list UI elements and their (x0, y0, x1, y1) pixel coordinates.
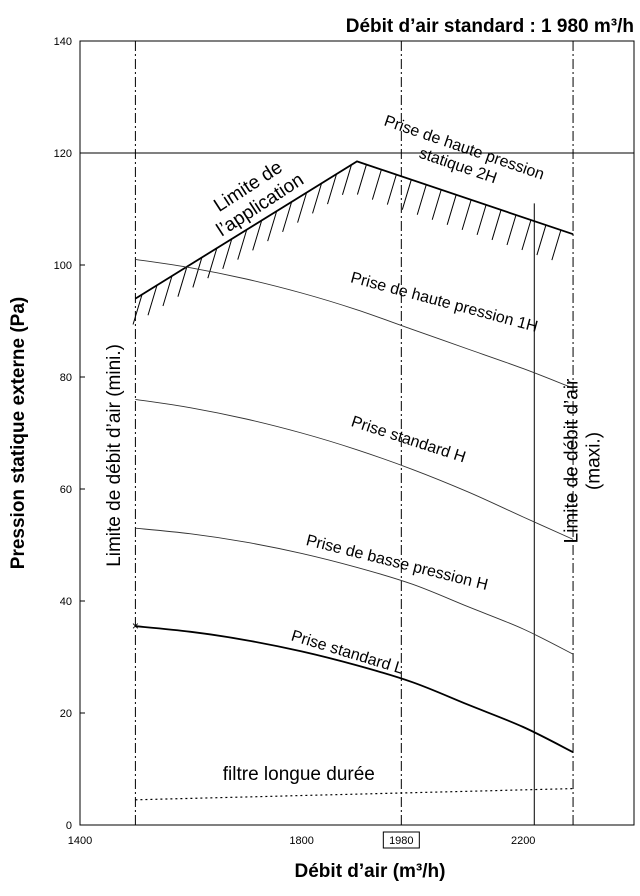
application-limit-hatch (177, 266, 188, 297)
application-limit-hatch (341, 164, 352, 195)
application-limit-hatch (431, 189, 442, 220)
series-label-1h-line: Prise de haute pression 1H (349, 269, 540, 335)
application-limit-hatch (237, 229, 248, 260)
application-limit-hatch (506, 214, 517, 246)
application-limit-hatch (371, 169, 382, 200)
application-limit-hatch (267, 210, 278, 242)
series-label-filtre: filtre longue durée (223, 764, 375, 785)
y-tick-label: 120 (54, 148, 72, 160)
x-tick-label: 1400 (68, 835, 92, 847)
series-line-4 (135, 625, 574, 754)
series-line-1 (135, 258, 574, 389)
series-line-3 (135, 527, 574, 655)
y-tick-label: 20 (60, 708, 72, 720)
series-line-0 (134, 160, 574, 300)
application-limit-hatch (147, 285, 158, 316)
series-label-standard-h-line: Prise standard H (349, 413, 468, 466)
y-axis-label: Pression statique externe (Pa) (8, 297, 29, 569)
y-tick-label: 60 (60, 484, 72, 496)
application-limit-hatch (416, 184, 427, 215)
y-tick-label: 100 (54, 260, 72, 272)
application-limit-label: Limite del’application (201, 151, 308, 241)
application-limit-hatch (327, 173, 337, 205)
y-tick-label: 80 (60, 372, 72, 384)
application-limit-hatch (401, 179, 412, 210)
series-label-1h: Prise de haute pression 1H (349, 269, 540, 335)
application-limit-hatch (162, 275, 173, 307)
application-limit-hatch (491, 209, 502, 241)
application-limit-hatch (461, 199, 472, 230)
x-tick-highlight-box (382, 831, 420, 849)
plot-frame (79, 40, 635, 826)
application-limit-hatch (551, 229, 562, 261)
y-tick-label: 0 (66, 820, 72, 832)
y-tick-label: 40 (60, 596, 72, 608)
chart-title: Débit d’air standard : 1 980 m³/h (346, 16, 634, 37)
series-start-marker: × (132, 619, 139, 633)
application-limit-hatch (297, 192, 308, 223)
application-limit-hatch (312, 183, 323, 214)
application-limit-hatch (192, 257, 203, 288)
application-limit-hatch (207, 248, 218, 279)
application-limit-hatch (282, 201, 293, 233)
max-airflow-limit-label-line: Limite de débit d’air (562, 378, 583, 543)
application-limit-hatch (222, 238, 233, 270)
series-line-2 (135, 398, 574, 540)
y-tick-label: 140 (54, 36, 72, 48)
series-label-standard-h: Prise standard H (349, 413, 468, 466)
application-limit-hatch (521, 219, 532, 251)
series-label-basse-h: Prise de basse pression H (304, 532, 489, 594)
application-limit-hatch (386, 174, 397, 205)
x-axis-label: Débit d’air (m³/h) (295, 861, 446, 882)
application-limit-hatch (446, 194, 457, 225)
max-airflow-limit-label: Limite de débit d’air(maxi.) (562, 378, 605, 543)
max-airflow-limit-label-line: (maxi.) (584, 432, 605, 490)
application-limit-hatch (356, 164, 367, 195)
application-limit-hatch (132, 294, 143, 325)
x-tick-label: 2200 (511, 835, 535, 847)
x-tick-label: 1800 (289, 835, 313, 847)
application-limit-hatch (252, 220, 263, 251)
application-limit-hatch (536, 224, 547, 256)
application-limit-hatch (476, 204, 487, 236)
series-line-5 (135, 788, 574, 801)
x-tick-label: 1980 (389, 835, 413, 847)
min-airflow-limit-label-line: Limite de débit d’air (mini.) (104, 344, 125, 567)
series-label-basse-h-line: Prise de basse pression H (304, 532, 489, 594)
series-label-filtre-line: filtre longue durée (223, 764, 375, 785)
min-airflow-limit-label: Limite de débit d’air (mini.) (104, 344, 125, 567)
